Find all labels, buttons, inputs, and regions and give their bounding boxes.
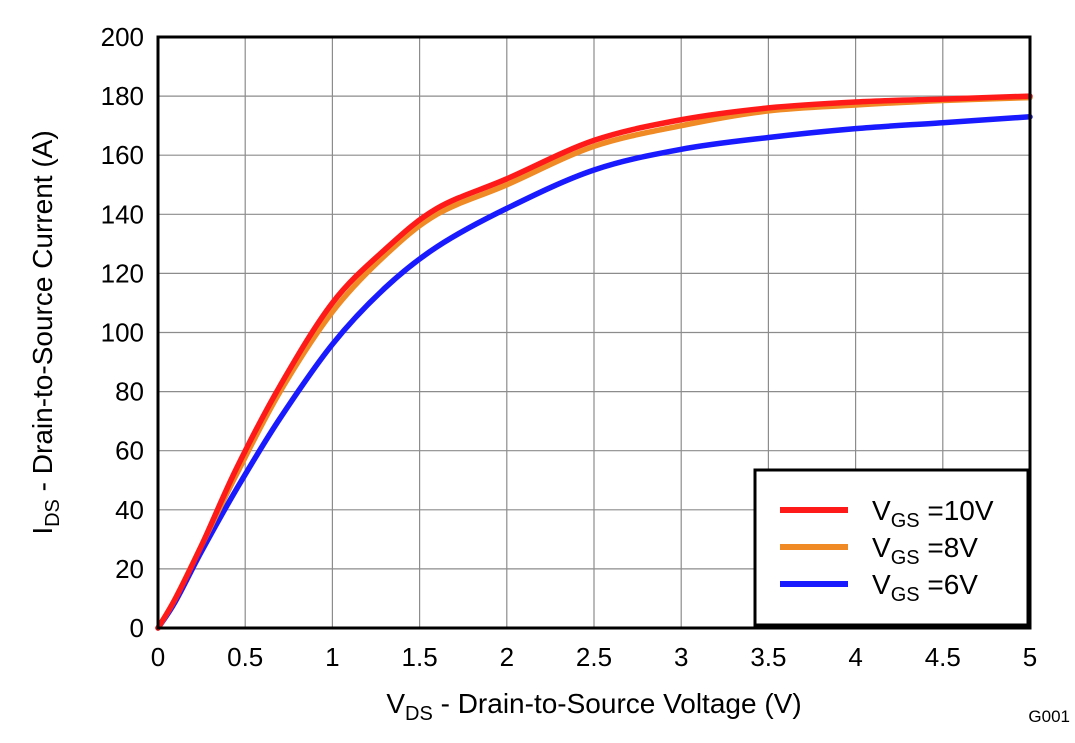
x-axis-label-rest: - Drain-to-Source Voltage (V): [433, 688, 802, 719]
x-tick-label: 3: [674, 642, 688, 672]
x-tick-label: 2: [500, 642, 514, 672]
y-tick-label: 160: [101, 140, 144, 170]
y-axis-label-sub: DS: [42, 499, 64, 527]
y-tick-label: 80: [115, 377, 144, 407]
x-tick-labels: 0 0.5 1 1.5 2 2.5 3 3.5 4 4.5 5: [151, 642, 1037, 672]
x-tick-label: 0: [151, 642, 165, 672]
x-tick-label: 2.5: [576, 642, 612, 672]
x-axis-label: VDS - Drain-to-Source Voltage (V): [386, 688, 801, 725]
x-tick-label: 5: [1023, 642, 1037, 672]
legend: VGS =10V VGS =8V VGS =6V: [753, 468, 1030, 627]
y-tick-labels: 0 20 40 60 80 100 120 140 160 180 200: [101, 22, 144, 643]
figure-id: G001: [1028, 707, 1070, 726]
x-axis-label-main: V: [386, 688, 405, 719]
series-line-vgs-10v: [155, 93, 1033, 631]
series-layer: [155, 93, 1033, 631]
y-tick-label: 180: [101, 81, 144, 111]
legend-label-vgs-8v: VGS =8V: [872, 532, 978, 569]
y-axis-label: IDS - Drain-to-Source Current (A): [27, 130, 64, 534]
y-tick-label: 40: [115, 495, 144, 525]
x-tick-label: 1.5: [402, 642, 438, 672]
legend-label-vgs-6v: VGS =6V: [872, 569, 978, 606]
y-tick-label: 20: [115, 554, 144, 584]
x-tick-label: 1: [325, 642, 339, 672]
x-tick-label: 4.5: [925, 642, 961, 672]
x-tick-label: 0.5: [227, 642, 263, 672]
y-axis-label-main: I: [27, 527, 58, 535]
legend-label-vgs-10v: VGS =10V: [872, 495, 994, 532]
plot-frame: [156, 35, 1032, 630]
y-tick-label: 140: [101, 199, 144, 229]
x-tick-label: 4: [848, 642, 862, 672]
y-tick-label: 60: [115, 436, 144, 466]
x-tick-label: 3.5: [750, 642, 786, 672]
y-tick-label: 120: [101, 258, 144, 288]
y-tick-label: 200: [101, 22, 144, 52]
x-axis-label-sub: DS: [405, 703, 433, 725]
y-tick-label: 100: [101, 318, 144, 348]
series-line-vgs-6v: [155, 114, 1033, 631]
y-axis-label-rest: - Drain-to-Source Current (A): [27, 130, 58, 499]
y-tick-label: 0: [130, 613, 144, 643]
